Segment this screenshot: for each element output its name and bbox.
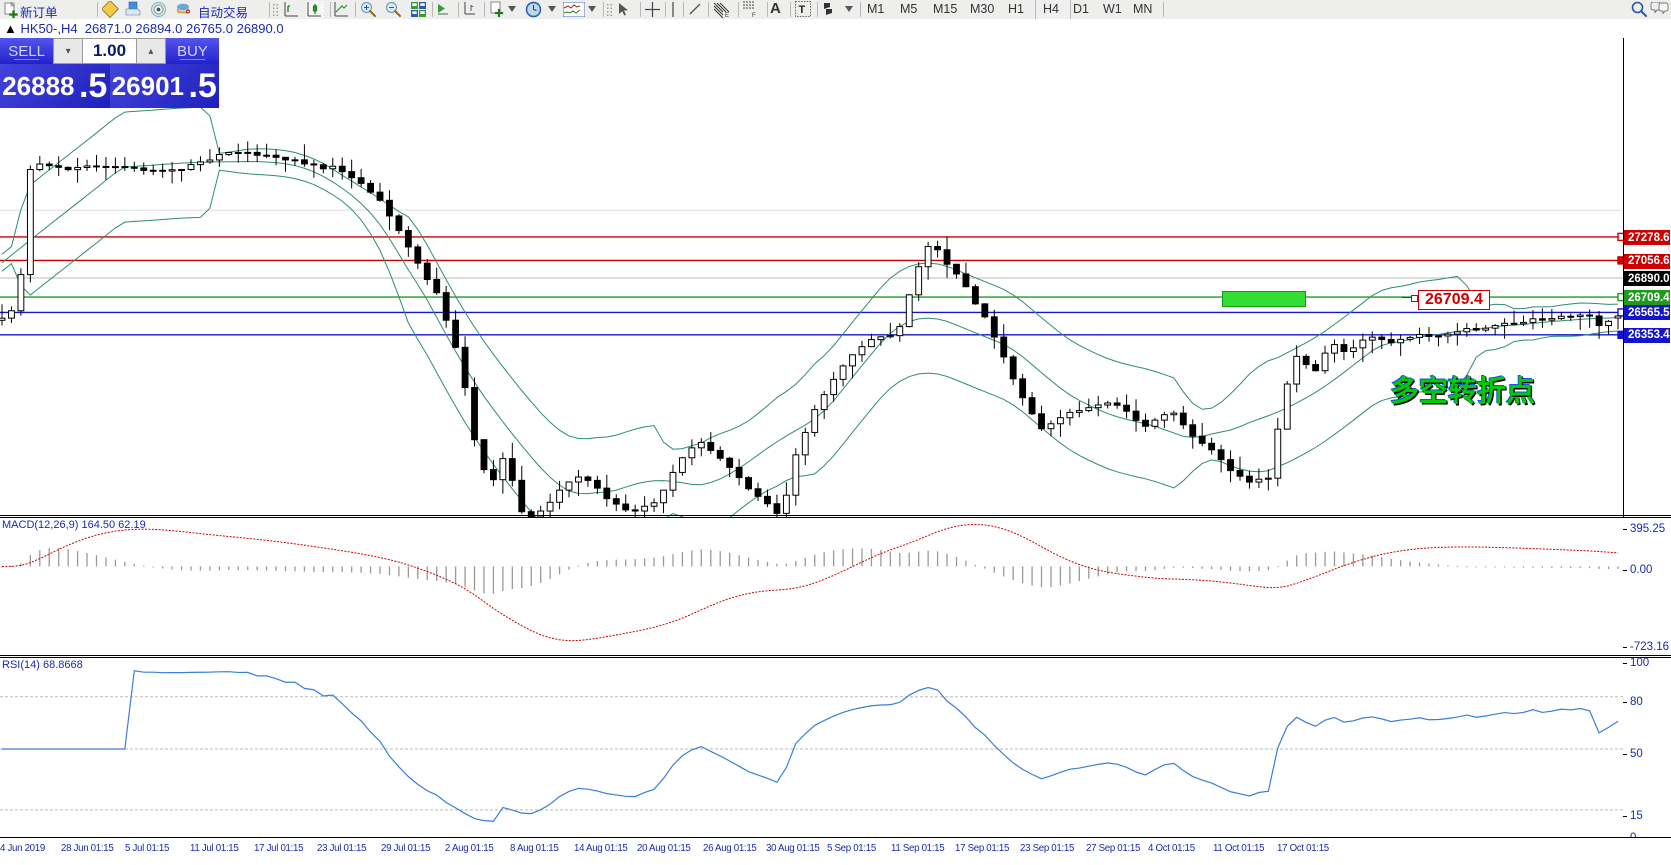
svg-text:F: F [752,13,756,18]
svg-text:E: E [725,13,729,18]
svg-text:T: T [799,4,806,16]
